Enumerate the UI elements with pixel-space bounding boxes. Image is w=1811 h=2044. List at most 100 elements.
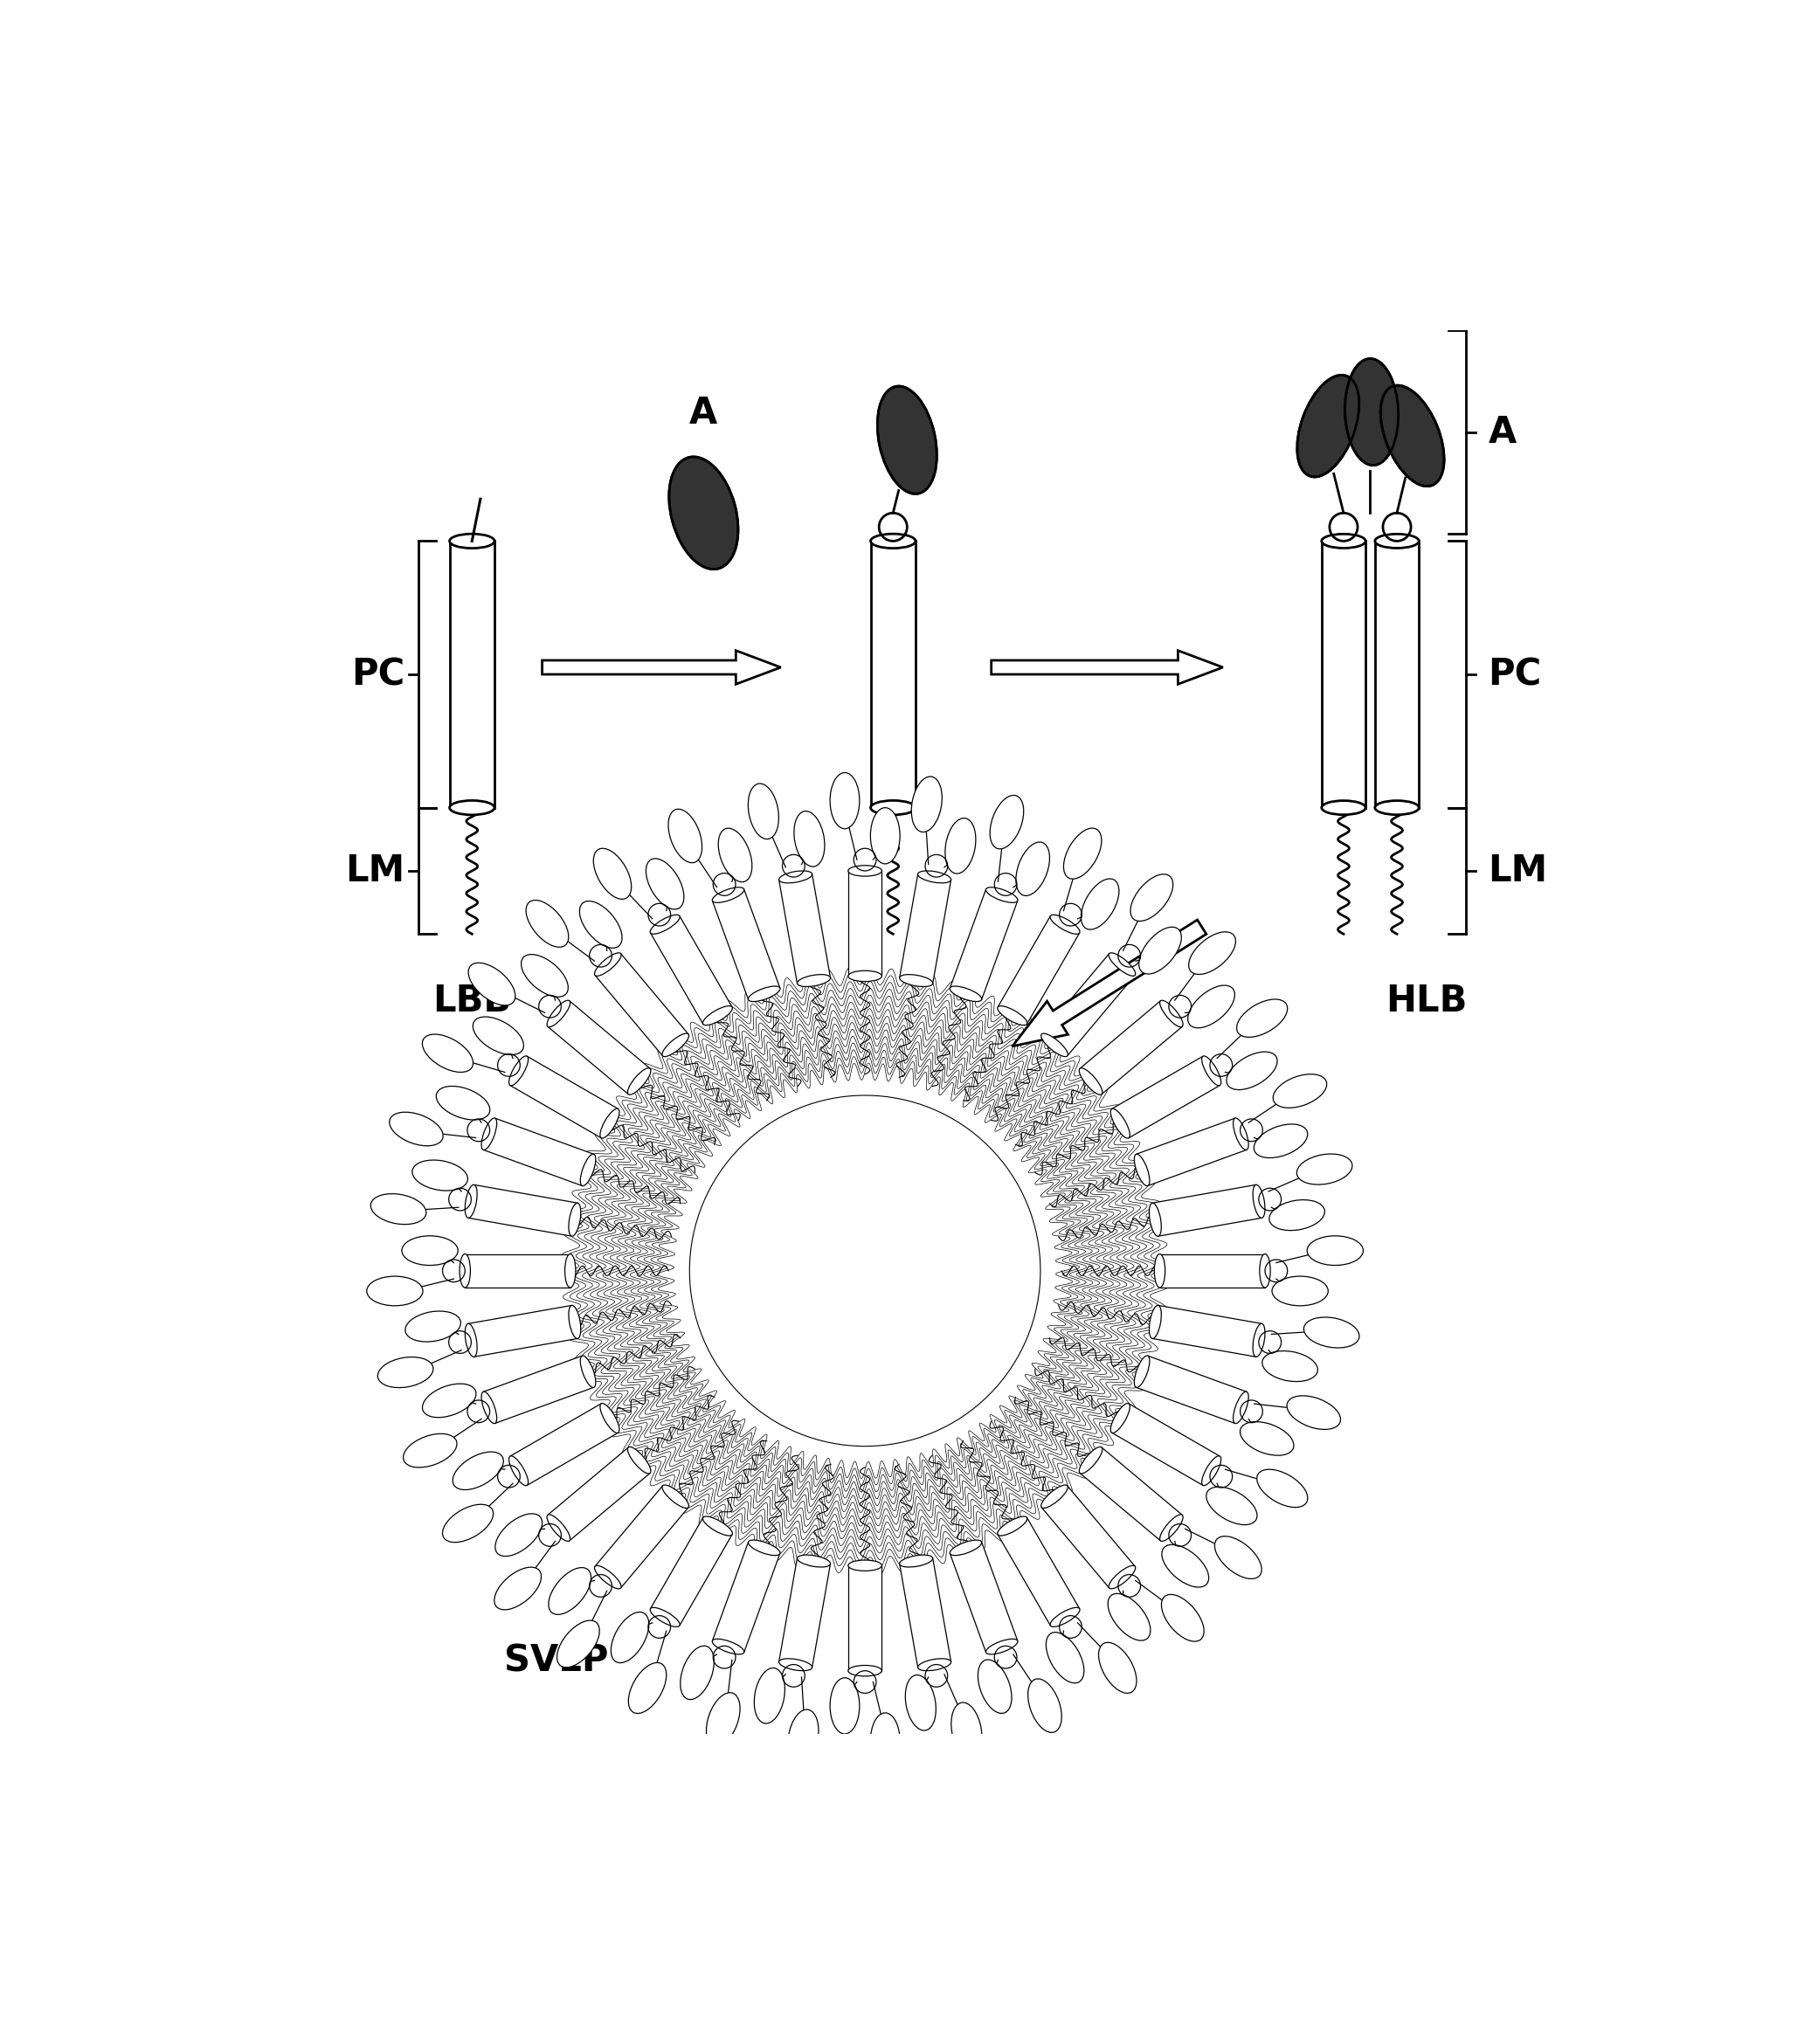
Polygon shape bbox=[1112, 1057, 1221, 1139]
Ellipse shape bbox=[1159, 1000, 1183, 1026]
Ellipse shape bbox=[647, 858, 685, 910]
Ellipse shape bbox=[788, 1709, 819, 1766]
Ellipse shape bbox=[569, 1204, 581, 1237]
Polygon shape bbox=[1079, 1002, 1183, 1094]
Ellipse shape bbox=[473, 1016, 523, 1055]
Ellipse shape bbox=[991, 795, 1023, 848]
Ellipse shape bbox=[1139, 928, 1181, 975]
Ellipse shape bbox=[565, 1253, 576, 1288]
Ellipse shape bbox=[1270, 1200, 1324, 1230]
Polygon shape bbox=[511, 1404, 618, 1486]
Ellipse shape bbox=[848, 971, 882, 981]
Ellipse shape bbox=[1134, 1155, 1150, 1186]
Ellipse shape bbox=[900, 1555, 933, 1568]
Polygon shape bbox=[484, 1118, 594, 1186]
Ellipse shape bbox=[460, 1253, 471, 1288]
Ellipse shape bbox=[547, 1515, 570, 1541]
Ellipse shape bbox=[1081, 879, 1119, 930]
Ellipse shape bbox=[1375, 533, 1420, 548]
Ellipse shape bbox=[509, 1057, 529, 1085]
Text: PC: PC bbox=[1489, 656, 1541, 693]
Ellipse shape bbox=[522, 955, 569, 997]
Polygon shape bbox=[900, 1558, 951, 1668]
Ellipse shape bbox=[1203, 1455, 1221, 1486]
Ellipse shape bbox=[1110, 1404, 1130, 1433]
Ellipse shape bbox=[628, 1069, 650, 1096]
Ellipse shape bbox=[797, 1555, 831, 1568]
Ellipse shape bbox=[1233, 1118, 1248, 1151]
Ellipse shape bbox=[748, 783, 779, 840]
Polygon shape bbox=[467, 1186, 578, 1237]
Ellipse shape bbox=[829, 773, 860, 828]
Ellipse shape bbox=[482, 1118, 496, 1151]
Polygon shape bbox=[1112, 1404, 1221, 1486]
Polygon shape bbox=[541, 650, 781, 685]
Ellipse shape bbox=[1260, 1253, 1270, 1288]
Ellipse shape bbox=[650, 916, 679, 934]
Ellipse shape bbox=[918, 1658, 951, 1670]
Ellipse shape bbox=[558, 1621, 599, 1668]
Ellipse shape bbox=[949, 1539, 982, 1555]
Ellipse shape bbox=[1134, 1355, 1150, 1388]
Ellipse shape bbox=[706, 1692, 741, 1746]
Polygon shape bbox=[712, 889, 781, 1000]
Ellipse shape bbox=[1346, 358, 1398, 466]
Polygon shape bbox=[848, 871, 882, 977]
Text: A: A bbox=[1489, 415, 1516, 450]
Bar bbox=[1322, 542, 1365, 807]
Polygon shape bbox=[484, 1355, 594, 1423]
Ellipse shape bbox=[580, 901, 621, 948]
Polygon shape bbox=[547, 1002, 650, 1094]
Ellipse shape bbox=[848, 865, 882, 877]
Ellipse shape bbox=[1253, 1325, 1264, 1357]
Ellipse shape bbox=[1063, 828, 1101, 879]
Ellipse shape bbox=[911, 777, 942, 832]
Ellipse shape bbox=[1050, 1607, 1079, 1627]
Ellipse shape bbox=[1110, 1108, 1130, 1139]
Ellipse shape bbox=[1262, 1351, 1318, 1382]
Ellipse shape bbox=[494, 1515, 541, 1555]
Ellipse shape bbox=[1079, 1069, 1103, 1096]
Ellipse shape bbox=[1253, 1124, 1308, 1157]
Ellipse shape bbox=[753, 1668, 784, 1723]
Ellipse shape bbox=[1237, 1000, 1288, 1036]
Ellipse shape bbox=[1257, 1470, 1308, 1506]
Text: LM: LM bbox=[1489, 852, 1548, 889]
Ellipse shape bbox=[599, 1404, 619, 1433]
Ellipse shape bbox=[1099, 1643, 1137, 1692]
Ellipse shape bbox=[663, 1484, 688, 1508]
Polygon shape bbox=[951, 889, 1018, 1000]
Ellipse shape bbox=[547, 1000, 570, 1026]
Polygon shape bbox=[1159, 1253, 1266, 1288]
Polygon shape bbox=[998, 1517, 1079, 1625]
Ellipse shape bbox=[406, 1310, 460, 1341]
Ellipse shape bbox=[449, 533, 494, 548]
Ellipse shape bbox=[906, 1674, 936, 1731]
Ellipse shape bbox=[389, 1112, 444, 1147]
Ellipse shape bbox=[1241, 1423, 1293, 1455]
Ellipse shape bbox=[1154, 1253, 1164, 1288]
Ellipse shape bbox=[594, 848, 632, 899]
Text: HLB: HLB bbox=[1385, 983, 1467, 1020]
Ellipse shape bbox=[703, 1517, 732, 1535]
Polygon shape bbox=[1135, 1118, 1246, 1186]
Ellipse shape bbox=[650, 1607, 679, 1627]
Ellipse shape bbox=[404, 1433, 456, 1468]
Ellipse shape bbox=[712, 1639, 744, 1654]
Ellipse shape bbox=[871, 1713, 900, 1768]
Ellipse shape bbox=[1150, 1204, 1161, 1237]
Ellipse shape bbox=[1079, 1447, 1103, 1474]
Ellipse shape bbox=[1288, 1396, 1340, 1429]
Polygon shape bbox=[848, 1566, 882, 1670]
Ellipse shape bbox=[482, 1392, 496, 1423]
Ellipse shape bbox=[580, 1355, 596, 1388]
Ellipse shape bbox=[1047, 1633, 1085, 1682]
Ellipse shape bbox=[1215, 1537, 1262, 1578]
Ellipse shape bbox=[1322, 801, 1365, 816]
Polygon shape bbox=[650, 916, 732, 1024]
Ellipse shape bbox=[703, 1006, 732, 1026]
Ellipse shape bbox=[797, 975, 831, 987]
Text: A: A bbox=[690, 394, 717, 431]
Polygon shape bbox=[998, 916, 1079, 1024]
Polygon shape bbox=[511, 1057, 618, 1139]
